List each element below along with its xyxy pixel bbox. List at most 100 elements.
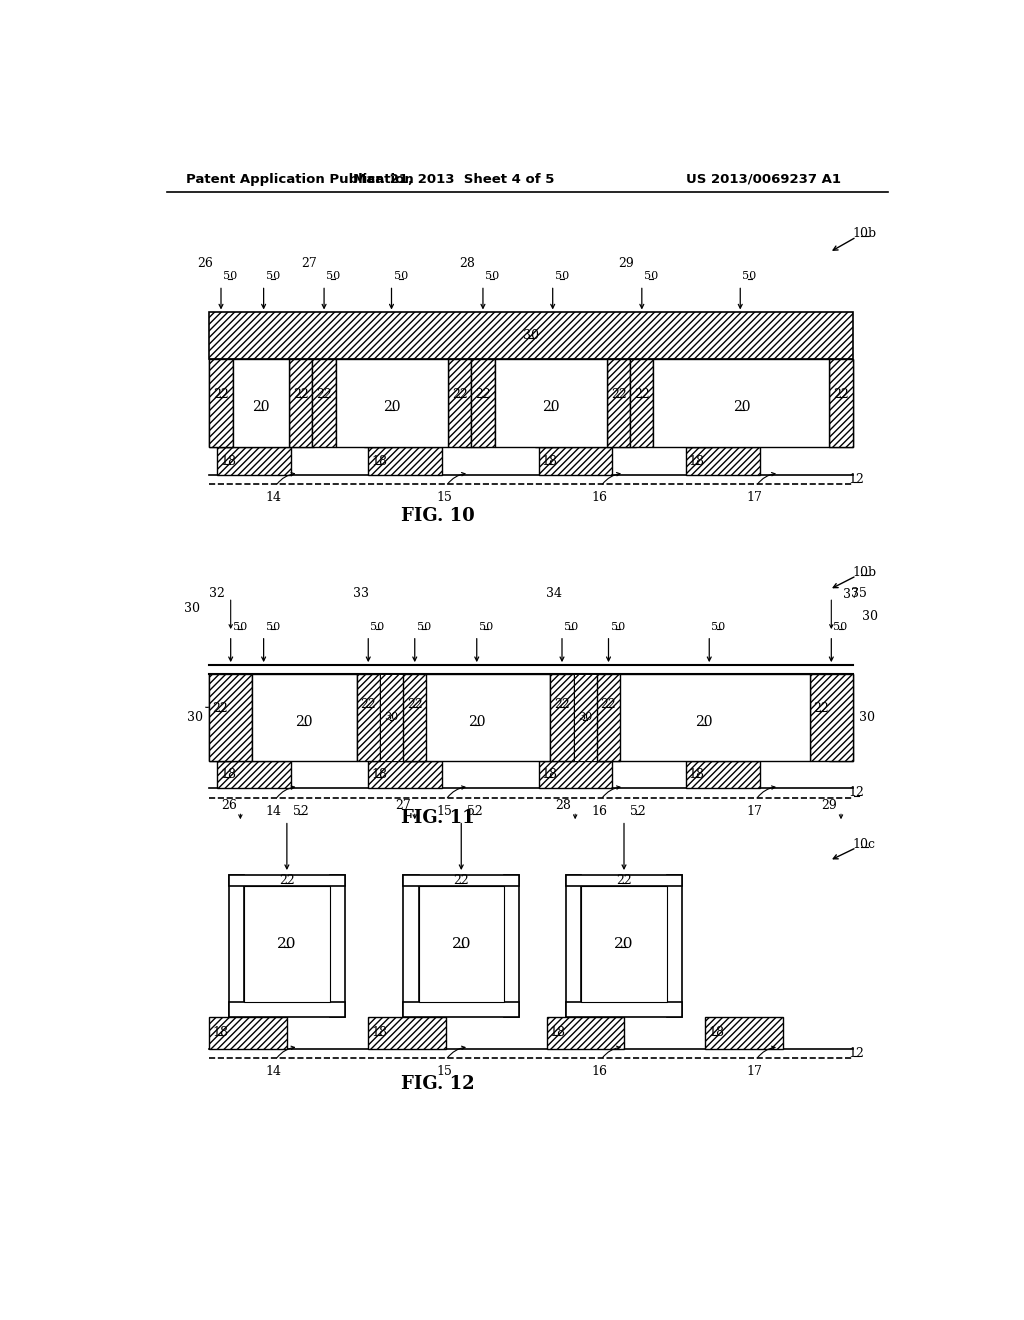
Text: 50: 50 (644, 271, 658, 281)
Text: 22: 22 (316, 388, 332, 400)
Text: 22: 22 (293, 388, 308, 400)
Text: 22: 22 (452, 388, 468, 400)
Text: 33: 33 (352, 587, 369, 601)
Bar (547, 1016, 624, 1048)
Bar (535, 359, 558, 447)
Bar (686, 447, 760, 475)
Bar (217, 447, 291, 475)
Text: 18: 18 (689, 454, 705, 467)
Bar (209, 675, 232, 760)
Bar (209, 1016, 287, 1048)
Bar (289, 359, 312, 447)
Text: 22: 22 (554, 698, 570, 711)
Bar (612, 359, 636, 447)
Text: 14: 14 (265, 805, 282, 818)
Text: 52: 52 (467, 805, 483, 818)
Bar (419, 886, 504, 1002)
Bar (245, 886, 330, 1002)
Bar (471, 359, 495, 447)
Text: 37: 37 (843, 589, 859, 602)
Text: 16: 16 (591, 491, 607, 504)
Bar (686, 359, 710, 447)
Text: 26: 26 (221, 799, 237, 812)
Bar (597, 675, 810, 760)
Text: 50: 50 (485, 271, 500, 281)
Bar (365, 359, 388, 447)
Text: 10c: 10c (853, 838, 876, 851)
Bar (582, 886, 667, 1002)
Bar (829, 675, 853, 760)
Text: 17: 17 (746, 491, 762, 504)
Text: 17: 17 (746, 805, 762, 818)
Text: 20: 20 (468, 714, 485, 729)
Text: 15: 15 (436, 805, 453, 818)
Text: 35: 35 (851, 587, 866, 601)
Bar (291, 359, 314, 447)
Bar (449, 359, 471, 447)
Text: 34: 34 (546, 587, 562, 601)
Text: 50: 50 (232, 622, 247, 631)
Text: 20: 20 (732, 400, 751, 414)
Text: 22: 22 (634, 388, 649, 400)
Text: 50: 50 (564, 622, 579, 631)
Bar (566, 875, 682, 886)
Text: 22: 22 (407, 698, 423, 711)
Text: 14: 14 (265, 1065, 282, 1078)
Bar (829, 359, 853, 447)
Text: 14: 14 (265, 491, 282, 504)
Bar (403, 875, 419, 1016)
Text: 18: 18 (549, 1026, 565, 1039)
Bar (217, 760, 291, 788)
Text: Patent Application Publication: Patent Application Publication (186, 173, 414, 186)
Bar (336, 359, 449, 447)
Text: 50: 50 (223, 271, 238, 281)
Text: 18: 18 (371, 454, 387, 467)
Text: Mar. 21, 2013  Sheet 4 of 5: Mar. 21, 2013 Sheet 4 of 5 (353, 173, 554, 186)
Text: 18: 18 (542, 454, 558, 467)
Text: 27: 27 (395, 799, 411, 812)
Bar (667, 875, 682, 1016)
Bar (330, 875, 345, 1016)
Bar (356, 675, 380, 760)
Bar (369, 760, 442, 788)
Bar (228, 1002, 345, 1016)
Bar (495, 359, 607, 447)
Text: 18: 18 (689, 768, 705, 781)
Text: 20: 20 (252, 400, 269, 414)
Text: 10b: 10b (852, 227, 877, 240)
Text: 50: 50 (479, 622, 494, 631)
Text: 18: 18 (212, 1026, 228, 1039)
Text: 22: 22 (834, 388, 849, 400)
Text: 10b: 10b (852, 566, 877, 579)
Text: 16: 16 (591, 805, 607, 818)
Text: 12: 12 (849, 787, 864, 800)
Bar (403, 675, 426, 760)
Text: 52: 52 (293, 805, 308, 818)
Text: 30: 30 (523, 329, 539, 342)
Bar (539, 760, 612, 788)
Text: 30: 30 (187, 711, 204, 723)
Bar (597, 675, 621, 760)
Bar (232, 359, 289, 447)
Bar (209, 359, 232, 447)
Text: 18: 18 (220, 768, 236, 781)
Text: 26: 26 (198, 257, 213, 271)
Bar (686, 760, 760, 788)
Text: 18: 18 (371, 768, 387, 781)
Text: 50: 50 (266, 622, 280, 631)
Bar (403, 1002, 519, 1016)
Text: US 2013/0069237 A1: US 2013/0069237 A1 (686, 173, 841, 186)
Text: 30: 30 (184, 602, 201, 615)
Text: 12: 12 (849, 1047, 864, 1060)
Bar (209, 313, 853, 359)
Text: 30: 30 (579, 713, 592, 722)
Text: 22: 22 (616, 874, 632, 887)
Text: 22: 22 (601, 698, 616, 711)
Text: FIG. 10: FIG. 10 (401, 507, 475, 525)
Bar (312, 359, 336, 447)
Text: 20: 20 (694, 714, 712, 729)
Bar (566, 1002, 682, 1016)
Bar (461, 359, 484, 447)
Text: 22: 22 (454, 874, 469, 887)
Text: 18: 18 (709, 1026, 724, 1039)
